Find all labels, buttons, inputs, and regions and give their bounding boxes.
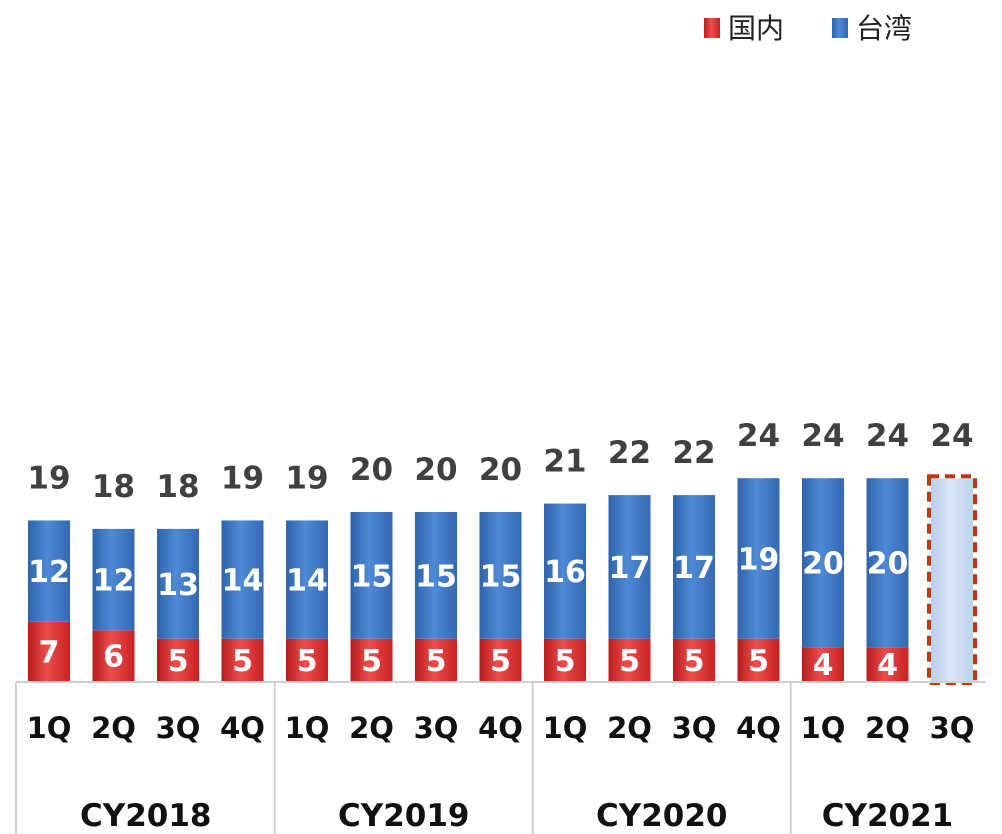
data-label-taiwan: 15 (415, 559, 457, 594)
legend-swatch-taiwan (832, 18, 848, 38)
bar-segment-taiwan (866, 478, 909, 648)
x-tick-label: 1Q (801, 711, 846, 745)
x-tick-label: 4Q (736, 711, 781, 745)
data-label-domestic: 5 (555, 644, 576, 679)
data-label-domestic: 5 (232, 644, 253, 679)
data-label-taiwan: 17 (673, 551, 715, 586)
x-tick-label: 1Q (285, 711, 330, 745)
data-label-total: 18 (92, 469, 135, 505)
data-label-taiwan: 12 (93, 564, 135, 599)
data-label-total: 19 (285, 460, 328, 496)
bar-segment-domestic (157, 638, 199, 681)
bar-segment-taiwan (608, 495, 651, 639)
data-label-domestic: 5 (748, 644, 769, 679)
x-tick-label: 3Q (156, 711, 201, 745)
x-tick-label: 2Q (607, 711, 652, 745)
data-label-total: 22 (672, 435, 715, 471)
bar-segment-taiwan (737, 478, 780, 639)
bar-segment-domestic (673, 638, 715, 681)
data-label-taiwan: 16 (544, 555, 586, 590)
data-label-domestic: 5 (619, 644, 640, 679)
bar-segment-taiwan (415, 512, 457, 639)
data-label-total: 19 (27, 460, 70, 496)
x-tick-label: 2Q (349, 711, 394, 745)
bar-segment-taiwan (157, 528, 199, 639)
data-label-domestic: 4 (813, 648, 834, 683)
bar-segment-domestic (866, 647, 909, 681)
x-tick-label: 3Q (672, 711, 717, 745)
bar-segment-taiwan (286, 520, 328, 639)
data-label-taiwan: 20 (867, 547, 909, 582)
bar-segment-domestic (415, 638, 457, 681)
bars-layer: 7 12 19 6 12 18 5 13 18 5 14 19 5 14 19 5 15 20 5 15 20 5 15 20… (27, 418, 977, 686)
data-label-total: 22 (608, 435, 651, 471)
data-label-domestic: 5 (361, 644, 382, 679)
bar-segment-taiwan (544, 503, 586, 639)
x-tick-label: 1Q (543, 711, 588, 745)
x-tick-label: 4Q (478, 711, 523, 745)
x-group-label: CY2021 (822, 798, 953, 834)
data-label-taiwan: 14 (222, 564, 264, 599)
x-tick-label: 2Q (865, 711, 910, 745)
data-label-domestic: 5 (168, 644, 189, 679)
data-label-taiwan: 12 (28, 555, 70, 590)
bar-segment-taiwan (479, 512, 522, 639)
data-label-total: 21 (543, 444, 586, 480)
x-group-label: CY2018 (80, 798, 211, 834)
bar-segment-taiwan (221, 520, 264, 639)
data-label-taiwan: 17 (609, 551, 651, 586)
data-label-total: 24 (737, 418, 780, 454)
data-label-taiwan: 15 (480, 559, 522, 594)
bar-segment-domestic (608, 638, 651, 681)
data-label-total: 20 (479, 452, 522, 488)
x-group-label: CY2019 (338, 798, 469, 834)
bar-segment-taiwan (92, 528, 135, 631)
bar-segment-domestic (479, 638, 522, 681)
data-label-domestic: 5 (684, 644, 705, 679)
bar-segment-domestic (286, 638, 328, 681)
data-label-total: 24 (930, 418, 973, 454)
legend: 国内 台湾 (704, 12, 912, 45)
x-tick-label: 1Q (27, 711, 72, 745)
bar-segment-taiwan (802, 478, 844, 648)
data-label-domestic: 5 (426, 644, 447, 679)
x-tick-label: 3Q (414, 711, 459, 745)
data-label-total: 18 (156, 469, 199, 505)
data-label-taiwan: 15 (351, 559, 393, 594)
data-label-domestic: 5 (297, 644, 318, 679)
x-group-label: CY2020 (596, 798, 727, 834)
data-label-taiwan: 20 (802, 547, 844, 582)
data-label-total: 24 (801, 418, 844, 454)
data-label-domestic: 4 (877, 648, 898, 683)
legend-label-taiwan: 台湾 (856, 12, 912, 45)
bar-segment-domestic (28, 621, 70, 681)
bar-forecast (931, 478, 973, 681)
data-label-domestic: 5 (490, 644, 511, 679)
data-label-taiwan: 14 (286, 564, 328, 599)
data-label-domestic: 7 (39, 635, 60, 670)
x-tick-label: 3Q (930, 711, 975, 745)
data-label-total: 24 (866, 418, 909, 454)
data-label-total: 20 (414, 452, 457, 488)
data-label-total: 19 (221, 460, 264, 496)
legend-swatch-domestic (704, 18, 720, 38)
bar-segment-domestic (92, 630, 135, 681)
bar-segment-domestic (350, 638, 393, 681)
bar-segment-taiwan (350, 512, 393, 639)
x-tick-label: 4Q (220, 711, 265, 745)
x-axis: 1Q 2Q 3Q 4Q 1Q 2Q 3Q 4Q 1Q 2Q 3Q 4Q 1Q 2Q 3Q CY2018 CY20… (15, 681, 986, 834)
legend-label-domestic: 国内 (728, 12, 784, 45)
bar-segment-domestic (221, 638, 264, 681)
bar-segment-taiwan (673, 495, 715, 639)
data-label-taiwan: 19 (738, 542, 780, 577)
bar-segment-domestic (737, 638, 780, 681)
data-label-total: 20 (350, 452, 393, 488)
x-tick-label: 2Q (91, 711, 136, 745)
bar-segment-taiwan (28, 520, 70, 622)
data-label-domestic: 6 (103, 640, 124, 675)
bar-segment-domestic (802, 647, 844, 681)
data-label-taiwan: 13 (157, 568, 199, 603)
bar-segment-domestic (544, 638, 586, 681)
